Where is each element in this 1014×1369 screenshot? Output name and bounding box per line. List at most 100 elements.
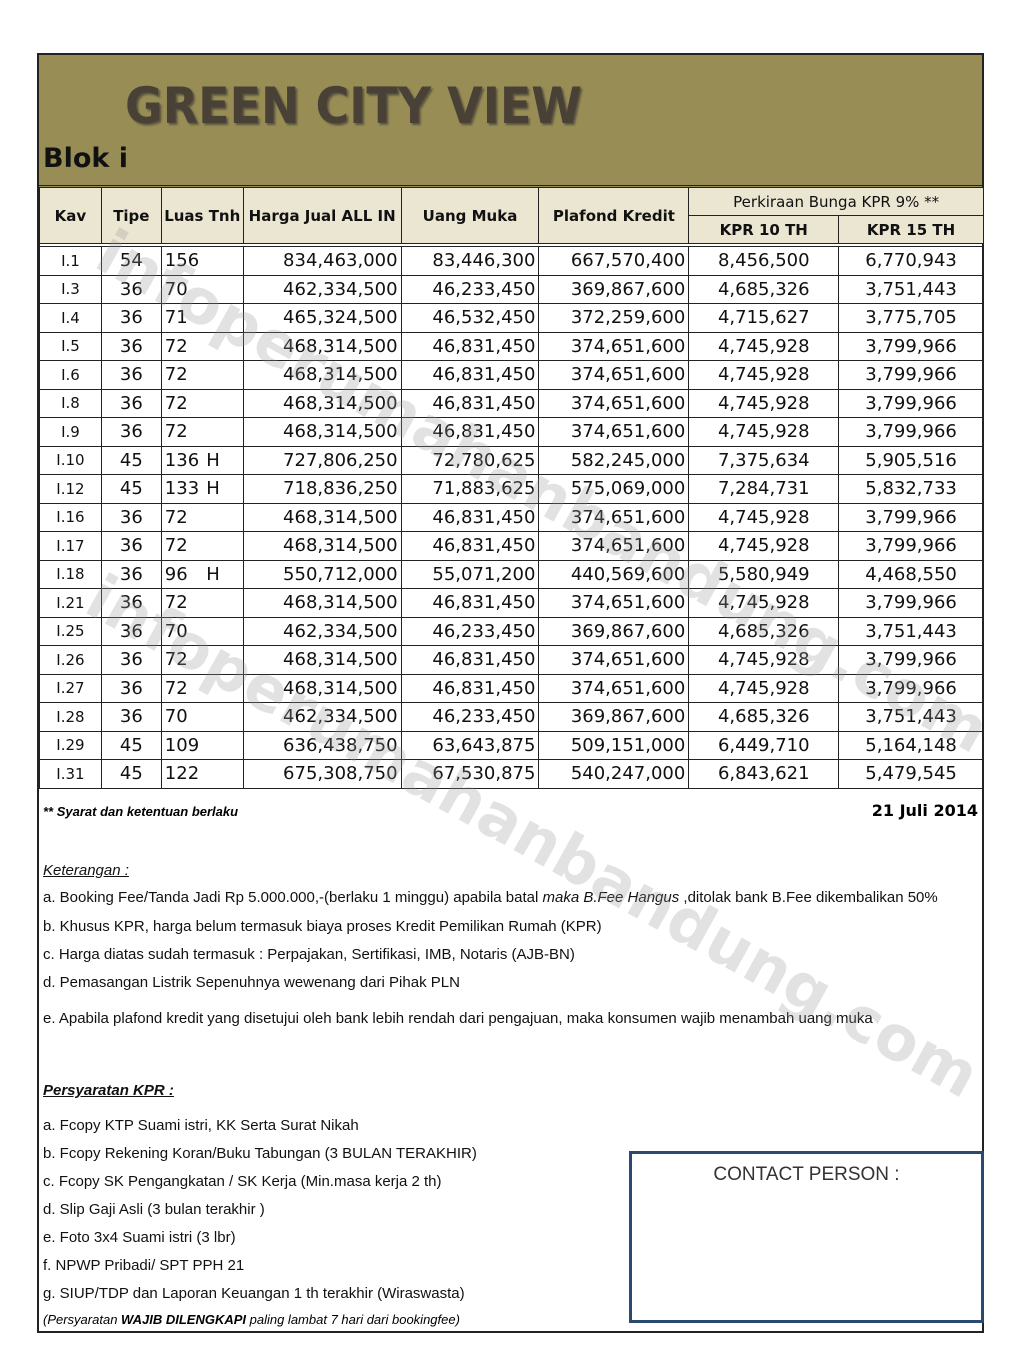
table-cell	[203, 588, 244, 618]
keterangan-title: Keterangan :	[43, 862, 129, 879]
table-cell: 55,071,200	[400, 559, 540, 589]
table-cell	[203, 502, 244, 532]
table-cell: 5,479,545	[838, 759, 984, 789]
col-luas: Luas Tnh	[160, 187, 244, 244]
table-row: I.10 45 136 H 727,806,250 72,780,625 582,245,0…	[39, 445, 984, 475]
table-cell: 4,685,326	[688, 702, 840, 732]
table-cell	[203, 417, 244, 447]
persyaratan-item: a. Fcopy KTP Suami istri, KK Serta Surat…	[43, 1117, 359, 1134]
table-cell	[203, 274, 244, 304]
col-kpr15: KPR 15 TH	[838, 215, 984, 244]
table-cell: 3,751,443	[838, 274, 984, 304]
table-cell: 440,569,600	[538, 559, 690, 589]
table-cell: 6,449,710	[688, 730, 840, 760]
table-cell: 46,532,450	[400, 303, 540, 333]
table-cell: 46,831,450	[400, 331, 540, 361]
table-cell: 468,314,500	[242, 388, 402, 418]
table-cell: 462,334,500	[242, 274, 402, 304]
col-tipe: Tipe	[100, 187, 162, 244]
table-cell: 72	[160, 673, 204, 703]
table-cell: 374,651,600	[538, 645, 690, 675]
table-cell: 36	[100, 702, 162, 732]
table-cell: 72	[160, 531, 204, 561]
table-cell: 72	[160, 588, 204, 618]
table-cell: 83,446,300	[400, 246, 540, 276]
table-cell: 36	[100, 559, 162, 589]
table-cell: 8,456,500	[688, 246, 840, 276]
table-cell: 374,651,600	[538, 502, 690, 532]
table-cell: 3,751,443	[838, 702, 984, 732]
keterangan-item-c: c. Harga diatas sudah termasuk : Perpaja…	[43, 946, 575, 963]
table-cell	[203, 759, 244, 789]
table-cell: 5,905,516	[838, 445, 984, 475]
table-cell: 468,314,500	[242, 673, 402, 703]
table-cell: I.21	[39, 588, 102, 618]
table-cell: 4,685,326	[688, 616, 840, 646]
col-kav: Kav	[39, 187, 102, 244]
table-cell: 133	[160, 474, 204, 504]
col-harga: Harga Jual ALL IN	[242, 187, 402, 244]
table-cell: I.29	[39, 730, 102, 760]
table-row: I.6 36 72 468,314,500 46,831,450 374,651,600 4…	[39, 360, 984, 390]
table-cell: 468,314,500	[242, 360, 402, 390]
table-cell: 45	[100, 474, 162, 504]
table-cell: 4,468,550	[838, 559, 984, 589]
table-cell: 3,799,966	[838, 588, 984, 618]
table-cell: 4,745,928	[688, 673, 840, 703]
table-cell: 4,715,627	[688, 303, 840, 333]
table-cell: I.28	[39, 702, 102, 732]
table-cell	[203, 730, 244, 760]
contact-person-box: CONTACT PERSON :	[629, 1151, 984, 1323]
table-cell: 67,530,875	[400, 759, 540, 789]
table-cell: 72,780,625	[400, 445, 540, 475]
table-cell: 468,314,500	[242, 417, 402, 447]
table-cell: 46,831,450	[400, 360, 540, 390]
table-cell: 4,745,928	[688, 331, 840, 361]
table-cell: 45	[100, 730, 162, 760]
table-cell: I.17	[39, 531, 102, 561]
table-cell: 36	[100, 645, 162, 675]
table-cell: 72	[160, 502, 204, 532]
table-cell: 46,831,450	[400, 417, 540, 447]
table-cell: 374,651,600	[538, 360, 690, 390]
table-cell: 727,806,250	[242, 445, 402, 475]
table-cell: 3,799,966	[838, 502, 984, 532]
table-cell	[203, 673, 244, 703]
col-group-bunga: Perkiraan Bunga KPR 9% **	[688, 187, 984, 216]
table-cell: 36	[100, 388, 162, 418]
table-cell: 46,831,450	[400, 388, 540, 418]
terms-note: ** Syarat dan ketentuan berlaku	[43, 804, 239, 819]
table-row: I.29 45 109 636,438,750 63,643,875 509,151,00…	[39, 730, 984, 760]
contact-person-label: CONTACT PERSON :	[713, 1164, 900, 1185]
table-row: I.18 36 96 H 550,712,000 55,071,200 440,569,60…	[39, 559, 984, 589]
table-row: I.16 36 72 468,314,500 46,831,450 374,651,600…	[39, 502, 984, 532]
table-cell: 3,799,966	[838, 360, 984, 390]
table-cell: 36	[100, 531, 162, 561]
table-cell: I.4	[39, 303, 102, 333]
table-cell: 136	[160, 445, 204, 475]
table-cell: 3,799,966	[838, 388, 984, 418]
table-cell: I.25	[39, 616, 102, 646]
table-cell: 374,651,600	[538, 417, 690, 447]
col-kpr10: KPR 10 TH	[688, 215, 840, 244]
table-cell	[203, 331, 244, 361]
table-cell: 46,831,450	[400, 531, 540, 561]
table-cell: 7,375,634	[688, 445, 840, 475]
table-cell: 36	[100, 331, 162, 361]
table-cell: 374,651,600	[538, 588, 690, 618]
table-row: I.31 45 122 675,308,750 67,530,875 540,247,00…	[39, 759, 984, 789]
price-table: Kav Tipe Luas Tnh Harga Jual ALL IN Uang…	[39, 187, 984, 789]
table-cell	[203, 303, 244, 333]
table-cell: I.27	[39, 673, 102, 703]
table-cell: 834,463,000	[242, 246, 402, 276]
table-cell: 72	[160, 360, 204, 390]
table-cell: 71	[160, 303, 204, 333]
table-cell: 3,775,705	[838, 303, 984, 333]
table-cell: 5,164,148	[838, 730, 984, 760]
header-banner: GREEN CITY VIEW Blok i	[39, 55, 982, 188]
table-cell: 374,651,600	[538, 331, 690, 361]
table-cell: 36	[100, 673, 162, 703]
table-cell: I.18	[39, 559, 102, 589]
table-cell: 4,745,928	[688, 388, 840, 418]
table-cell: 462,334,500	[242, 702, 402, 732]
